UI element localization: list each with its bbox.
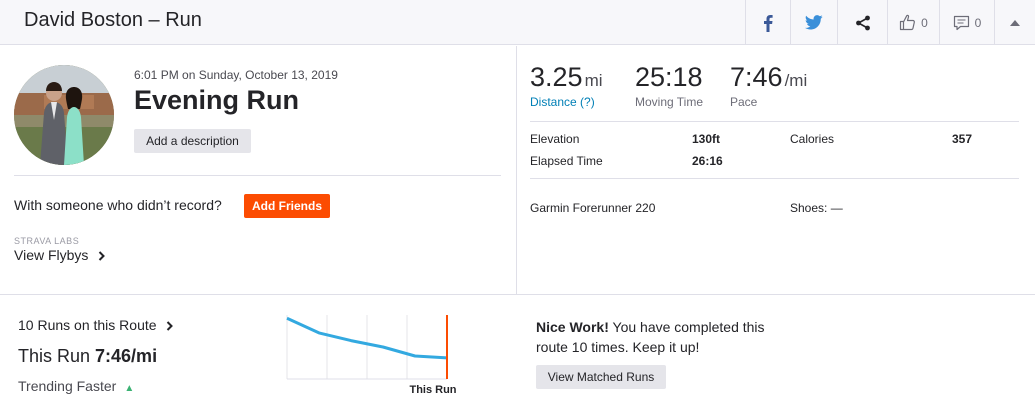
kudos-count: 0 [921, 15, 928, 30]
activity-header: David Boston – Run 0 0 [0, 0, 1035, 45]
view-flybys-link[interactable]: View Flybys [14, 247, 106, 263]
pace-value: 7:46 [730, 62, 783, 92]
nice-work-message: Nice Work! You have completed this route… [536, 317, 766, 357]
runs-on-route-link[interactable]: 10 Runs on this Route [18, 317, 174, 333]
calories-value: 357 [952, 132, 973, 146]
add-friends-button[interactable]: Add Friends [244, 194, 330, 218]
distance-value: 3.25 [530, 62, 583, 92]
nice-work-text: You have completed this route 10 times. … [536, 319, 765, 355]
chevron-right-icon [167, 321, 174, 332]
activity-summary: 6:01 PM on Sunday, October 13, 2019 Even… [0, 46, 517, 294]
add-description-button[interactable]: Add a description [134, 129, 251, 153]
twitter-icon [805, 15, 823, 30]
divider [530, 121, 1019, 122]
elapsed-time-value: 26:16 [692, 154, 723, 168]
with-someone-text: With someone who didn’t record? [14, 197, 222, 213]
pace-trend-line [286, 316, 448, 360]
chart-gridlines [286, 315, 447, 380]
share-button[interactable] [837, 0, 887, 45]
matched-runs-section: 10 Runs on this Route This Run 7:46/mi T… [0, 294, 1035, 416]
strava-labs-label: STRAVA LABS [14, 236, 80, 246]
kudos-button[interactable]: 0 [887, 0, 939, 45]
device-name: Garmin Forerunner 220 [530, 201, 656, 215]
caret-up-icon [1010, 19, 1020, 26]
comment-icon [953, 15, 969, 30]
runs-on-route-label: 10 Runs on this Route [18, 317, 157, 333]
nice-work-bold: Nice Work! [536, 319, 609, 335]
moving-time-value: 25:18 [635, 62, 703, 92]
calories-label: Calories [790, 132, 835, 146]
shoes-label: Shoes: — [790, 201, 843, 215]
activity-stats: 3.25 mi Distance (?) 25:18 Moving Time 7:… [518, 46, 1035, 294]
pace-unit: /mi [784, 71, 808, 90]
avatar[interactable] [14, 65, 114, 165]
this-run-pace: This Run 7:46/mi [18, 346, 157, 367]
elapsed-time-label: Elapsed Time [530, 154, 603, 168]
moving-time-label: Moving Time [635, 95, 704, 109]
trending-label: Trending Faster [18, 378, 117, 394]
athlete-photo [14, 65, 114, 165]
elevation-value: 130ft [692, 132, 721, 146]
pace-label: Pace [730, 95, 758, 109]
collapse-button[interactable] [994, 0, 1035, 45]
view-flybys-label: View Flybys [14, 247, 89, 263]
pace-stat: 7:46/mi Pace [730, 62, 807, 109]
view-matched-runs-button[interactable]: View Matched Runs [536, 365, 666, 389]
divider [530, 178, 1019, 179]
moving-time-stat: 25:18 Moving Time [635, 62, 703, 109]
share-icon [855, 15, 870, 30]
distance-stat: 3.25 mi Distance (?) [530, 62, 603, 109]
page-title: David Boston – Run [24, 9, 202, 31]
this-run-chart-label: This Run [409, 384, 456, 395]
facebook-icon [764, 14, 773, 32]
thumbs-up-icon [900, 14, 916, 31]
trending-status: Trending Faster ▲ [18, 378, 134, 394]
activity-name: Evening Run [134, 85, 300, 115]
distance-label[interactable]: Distance (?) [530, 95, 595, 109]
distance-unit: mi [584, 71, 603, 90]
this-run-pace-value: 7:46/mi [95, 346, 158, 366]
this-run-prefix: This Run [18, 346, 96, 366]
trend-up-icon: ▲ [124, 383, 135, 394]
twitter-share-button[interactable] [790, 0, 837, 45]
chevron-right-icon [99, 251, 106, 262]
pace-trend-chart: This Run [286, 315, 457, 395]
activity-datetime: 6:01 PM on Sunday, October 13, 2019 [134, 68, 338, 82]
divider [14, 175, 501, 176]
comments-button[interactable]: 0 [939, 0, 994, 45]
facebook-share-button[interactable] [745, 0, 790, 45]
comments-count: 0 [974, 15, 982, 30]
elevation-label: Elevation [530, 132, 580, 146]
